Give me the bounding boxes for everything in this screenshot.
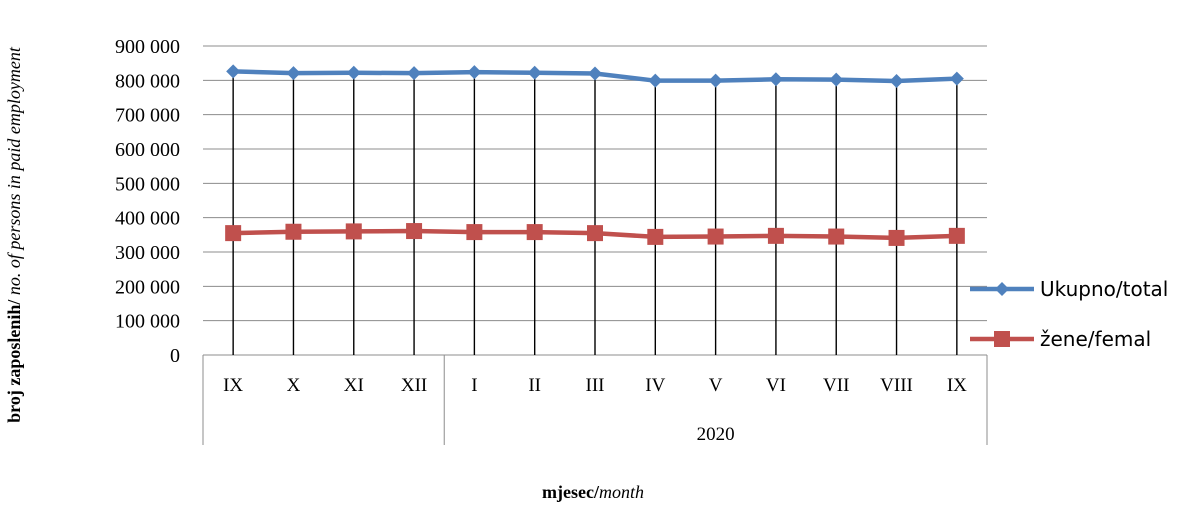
data-point xyxy=(406,223,423,240)
x-tick-label: III xyxy=(586,375,605,396)
data-point xyxy=(407,66,422,81)
x-tick-label: VIII xyxy=(880,375,913,396)
data-point xyxy=(588,66,602,81)
data-point xyxy=(948,227,965,244)
x-axis-title: mjesec/month xyxy=(542,482,644,502)
data-point xyxy=(526,224,543,241)
data-point xyxy=(467,65,482,80)
y-tick-label: 300 000 xyxy=(115,242,180,264)
legend-marker xyxy=(994,331,1010,347)
data-point xyxy=(648,73,663,88)
data-point xyxy=(345,223,362,240)
x-tick-label: XI xyxy=(344,375,364,396)
y-tick-label: 200 000 xyxy=(115,276,180,298)
series-group xyxy=(225,64,965,246)
legend-marker xyxy=(995,282,1009,296)
x-tick-label: IX xyxy=(223,375,243,396)
y-tick-label: 100 000 xyxy=(115,311,180,333)
data-point xyxy=(225,225,242,242)
data-point xyxy=(647,228,664,245)
data-point xyxy=(527,65,542,80)
data-point xyxy=(889,74,904,89)
y-tick-label: 600 000 xyxy=(115,139,180,161)
x-tick-label: IX xyxy=(947,375,967,396)
x-tick-label: VII xyxy=(823,375,849,396)
data-point xyxy=(285,223,302,240)
x-axis-title-italic: month xyxy=(599,482,644,502)
x-tick-label: VI xyxy=(766,375,786,396)
data-point xyxy=(707,228,724,245)
data-point xyxy=(587,225,603,242)
x-tick-label: IV xyxy=(645,375,665,396)
data-point xyxy=(708,73,723,88)
x-tick-label: II xyxy=(528,375,541,396)
y-tick-label: 800 000 xyxy=(115,70,180,92)
y-axis-title: broj zaposlenih/ no. of persons in paid … xyxy=(4,46,24,423)
data-point xyxy=(286,66,301,81)
y-axis-ticks: 0 100 000 200 000 300 000 400 000 500 000 600 … xyxy=(115,36,180,367)
y-tick-label: 500 000 xyxy=(115,173,180,195)
data-point xyxy=(767,227,784,244)
legend: Ukupno/total žene/femal xyxy=(970,277,1168,351)
data-point xyxy=(828,228,845,245)
x-tick-label: V xyxy=(709,375,723,396)
y-tick-label: 700 000 xyxy=(115,105,180,127)
x-tick-label: XII xyxy=(401,375,427,396)
data-point xyxy=(829,72,844,87)
x-axis-title-bold: mjesec/ xyxy=(542,482,600,502)
year-label: 2020 xyxy=(697,424,735,445)
x-tick-label: I xyxy=(471,375,477,396)
data-point xyxy=(768,72,783,87)
y-tick-label: 400 000 xyxy=(115,208,180,230)
legend-label: Ukupno/total xyxy=(1040,277,1168,301)
y-tick-label: 900 000 xyxy=(115,36,180,58)
drop-lines xyxy=(232,71,958,355)
legend-label: žene/femal xyxy=(1040,327,1151,351)
x-tick-label: X xyxy=(287,375,301,396)
data-point xyxy=(949,71,964,86)
data-point xyxy=(346,65,361,80)
y-axis-title-bold: broj zaposlenih/ xyxy=(4,295,24,423)
data-point xyxy=(466,224,483,241)
y-tick-label: 0 xyxy=(170,345,180,367)
data-point xyxy=(226,64,241,79)
y-axis-title-italic: no. of persons in paid employment xyxy=(4,46,24,295)
data-point xyxy=(888,229,905,246)
